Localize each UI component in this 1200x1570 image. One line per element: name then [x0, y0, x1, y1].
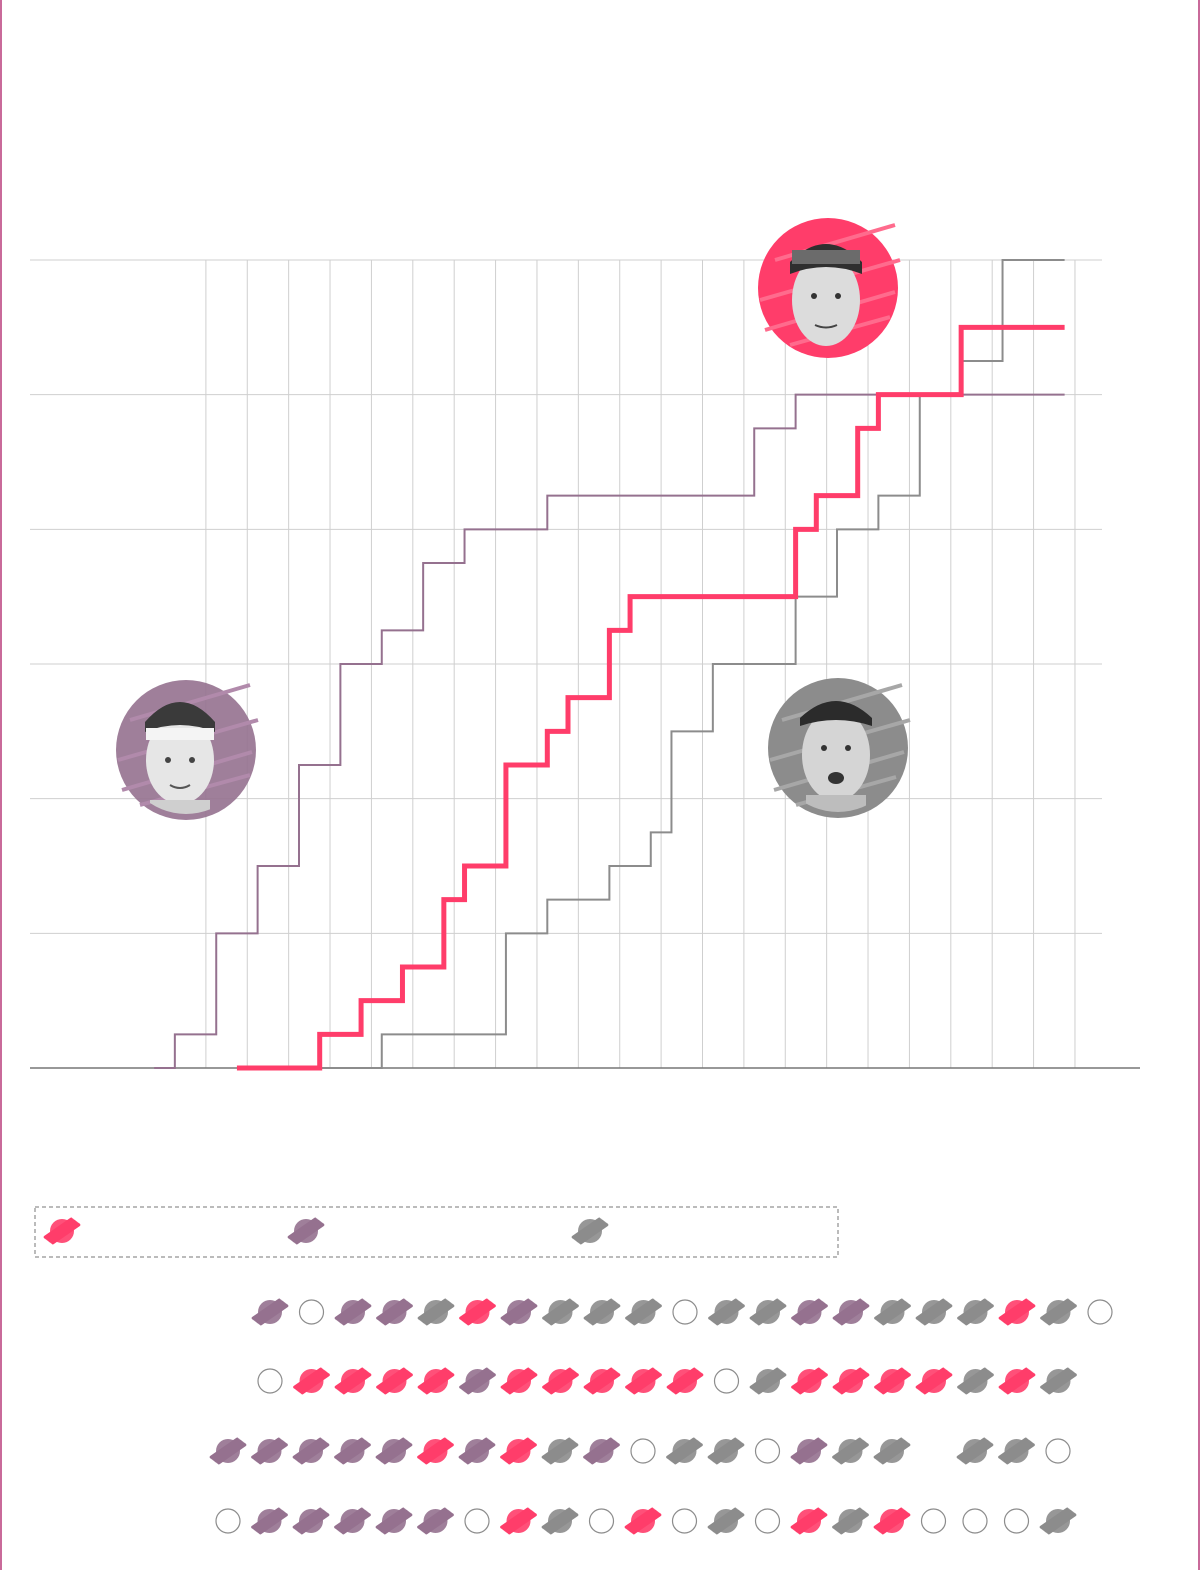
result-djokovic [708, 1298, 745, 1326]
result-federer [375, 1437, 413, 1465]
result-federer [251, 1507, 288, 1535]
result-nadal [998, 1367, 1036, 1395]
result-nadal [334, 1367, 372, 1395]
result-federer [583, 1437, 620, 1465]
result-federer [375, 1507, 413, 1535]
djokovic-portrait-icon [768, 678, 911, 818]
result-federer [458, 1437, 496, 1465]
result-djokovic [541, 1437, 579, 1465]
result-djokovic [1040, 1298, 1077, 1326]
result-nadal [625, 1367, 662, 1395]
result-no-winner [257, 1368, 283, 1394]
result-federer [791, 1298, 828, 1326]
result-federer [334, 1298, 372, 1326]
result-djokovic [707, 1507, 745, 1535]
series-line-nadal [236, 324, 1065, 1071]
result-nadal [500, 1437, 537, 1465]
result-nadal [874, 1367, 911, 1395]
result-djokovic [832, 1507, 869, 1535]
legend-box [34, 1206, 839, 1258]
djokovic-scribble-icon [571, 1217, 609, 1245]
legend [43, 1217, 609, 1245]
result-federer [790, 1437, 828, 1465]
result-no-winner [464, 1508, 490, 1534]
result-djokovic [542, 1298, 579, 1326]
nadal-scribble-icon [43, 1217, 81, 1245]
result-djokovic [998, 1437, 1035, 1465]
result-no-winner [588, 1508, 615, 1534]
result-federer [251, 1298, 289, 1326]
result-federer [209, 1437, 247, 1465]
result-federer [334, 1437, 371, 1465]
result-nadal [915, 1367, 953, 1395]
result-djokovic [707, 1437, 745, 1465]
result-nadal [873, 1507, 911, 1535]
result-djokovic [1040, 1367, 1077, 1395]
series-line-federer [154, 393, 1065, 1069]
result-no-winner [962, 1508, 988, 1534]
result-nadal [998, 1298, 1036, 1326]
result-no-winner [671, 1508, 698, 1534]
page-frame-left [0, 0, 2, 1570]
result-nadal [417, 1367, 455, 1395]
result-djokovic [749, 1298, 787, 1326]
chart-series [154, 259, 1065, 1071]
result-federer [292, 1507, 330, 1535]
result-nadal [500, 1367, 538, 1395]
result-nadal [500, 1507, 537, 1535]
result-no-winner [754, 1508, 781, 1534]
result-no-winner [630, 1438, 656, 1464]
result-nadal [666, 1367, 704, 1395]
result-djokovic [625, 1298, 662, 1326]
result-djokovic [749, 1367, 787, 1395]
federer-scribble-icon [287, 1217, 325, 1245]
result-no-winner [298, 1299, 325, 1325]
result-no-winner [1087, 1299, 1113, 1325]
result-nadal [542, 1367, 579, 1395]
result-nadal [832, 1367, 870, 1395]
result-no-winner [1045, 1438, 1071, 1464]
result-nadal [790, 1507, 828, 1535]
result-no-winner [672, 1299, 698, 1325]
result-federer [500, 1298, 538, 1326]
result-no-winner [215, 1508, 241, 1534]
result-djokovic [956, 1437, 994, 1465]
result-nadal [583, 1367, 621, 1395]
result-djokovic [915, 1298, 953, 1326]
result-federer [459, 1367, 496, 1395]
result-federer [292, 1437, 330, 1465]
result-djokovic [666, 1437, 703, 1465]
chart-grid [30, 259, 1102, 1068]
result-djokovic [957, 1298, 994, 1326]
result-djokovic [417, 1298, 455, 1326]
result-federer [376, 1298, 413, 1326]
result-nadal [791, 1367, 828, 1395]
result-federer [251, 1437, 288, 1465]
result-djokovic [832, 1437, 869, 1465]
result-nadal [459, 1298, 496, 1326]
result-djokovic [583, 1298, 621, 1326]
result-djokovic [957, 1367, 994, 1395]
result-djokovic [873, 1437, 911, 1465]
result-no-winner [920, 1508, 947, 1534]
result-no-winner [1003, 1508, 1030, 1534]
page-frame-right [1198, 0, 1200, 1570]
result-djokovic [541, 1507, 579, 1535]
result-federer [832, 1298, 870, 1326]
result-djokovic [1039, 1507, 1077, 1535]
result-federer [417, 1507, 454, 1535]
result-no-winner [713, 1368, 740, 1394]
result-nadal [417, 1437, 454, 1465]
result-djokovic [874, 1298, 911, 1326]
result-federer [334, 1507, 371, 1535]
federer-portrait-icon [116, 680, 259, 820]
nadal-portrait-icon [758, 218, 901, 358]
result-no-winner [754, 1438, 781, 1464]
result-nadal [376, 1367, 413, 1395]
result-nadal [293, 1367, 330, 1395]
result-nadal [624, 1507, 662, 1535]
tournament-results-grid [209, 1298, 1113, 1535]
